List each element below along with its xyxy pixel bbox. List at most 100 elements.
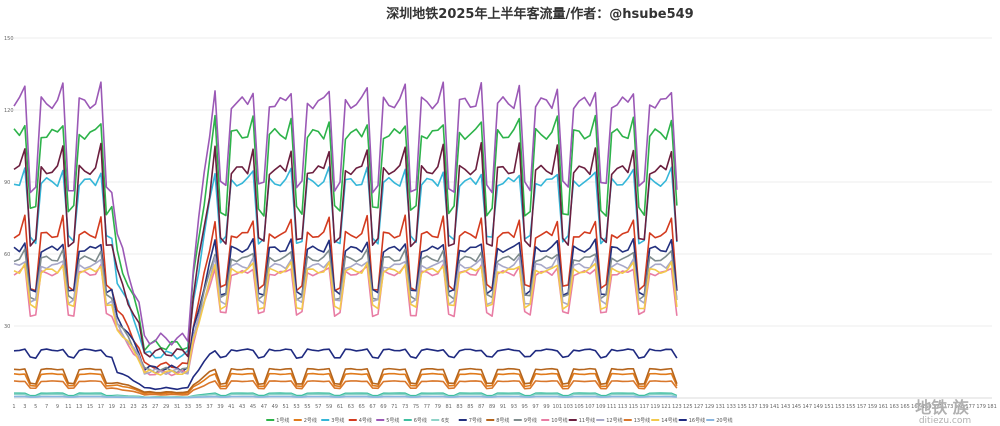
x-tick-label: 135 bbox=[737, 404, 747, 410]
x-tick-label: 107 bbox=[585, 404, 595, 410]
series-line-16 bbox=[13, 348, 678, 391]
x-tick-label: 129 bbox=[705, 404, 715, 410]
x-tick-label: 3 bbox=[23, 404, 26, 410]
x-tick-label: 51 bbox=[282, 404, 288, 410]
x-tick-label: 27 bbox=[152, 404, 158, 410]
x-tick-label: 63 bbox=[348, 404, 354, 410]
x-tick-label: 67 bbox=[369, 404, 375, 410]
x-tick-label: 181 bbox=[987, 404, 997, 410]
series-line-1 bbox=[13, 114, 678, 352]
x-tick-label: 17 bbox=[98, 404, 104, 410]
x-tick-label: 15 bbox=[87, 404, 93, 410]
x-tick-label: 61 bbox=[337, 404, 343, 410]
x-tick-label: 59 bbox=[326, 404, 332, 410]
legend-label: 2号线 bbox=[304, 417, 317, 424]
legend-label: 8号线 bbox=[496, 417, 509, 424]
x-tick-label: 165 bbox=[900, 404, 910, 410]
x-tick-label: 21 bbox=[119, 404, 125, 410]
legend-label: 20号线 bbox=[716, 417, 732, 424]
x-tick-label: 79 bbox=[435, 404, 441, 410]
x-tick-label: 153 bbox=[835, 404, 845, 410]
x-tick-label: 119 bbox=[650, 404, 660, 410]
y-tick-label: 90 bbox=[4, 180, 10, 186]
series-line-14 bbox=[13, 380, 678, 396]
x-tick-label: 179 bbox=[976, 404, 986, 410]
series-line-12 bbox=[13, 141, 678, 358]
x-tick-label: 43 bbox=[239, 404, 245, 410]
x-tick-label: 131 bbox=[716, 404, 726, 410]
x-tick-label: 175 bbox=[955, 404, 965, 410]
y-axis-ticks: 30 60 90 120 150 bbox=[4, 36, 14, 330]
x-tick-label: 9 bbox=[56, 404, 59, 410]
x-tick-label: 125 bbox=[683, 404, 693, 410]
x-tick-label: 35 bbox=[196, 404, 202, 410]
y-tick-label: 150 bbox=[4, 36, 14, 42]
legend-label: 16号线 bbox=[689, 417, 705, 424]
legend-label: 1号线 bbox=[276, 417, 289, 424]
x-tick-label: 177 bbox=[965, 404, 975, 410]
x-tick-label: 167 bbox=[911, 404, 921, 410]
x-tick-label: 89 bbox=[489, 404, 495, 410]
x-tick-label: 47 bbox=[261, 404, 267, 410]
x-tick-label: 159 bbox=[868, 404, 878, 410]
series-line-2 bbox=[13, 372, 678, 395]
x-tick-label: 75 bbox=[413, 404, 419, 410]
y-tick-label: 30 bbox=[4, 324, 10, 330]
x-tick-label: 55 bbox=[304, 404, 310, 410]
x-tick-label: 139 bbox=[759, 404, 769, 410]
x-tick-label: 87 bbox=[478, 404, 484, 410]
x-tick-label: 31 bbox=[174, 404, 180, 410]
x-tick-label: 111 bbox=[607, 404, 617, 410]
x-tick-label: 91 bbox=[500, 404, 506, 410]
chart-title: 深圳地铁2025年上半年客流量/作者：@hsube549 bbox=[386, 6, 693, 22]
x-tick-label: 41 bbox=[228, 404, 234, 410]
series-line-3 bbox=[13, 166, 678, 360]
x-tick-label: 121 bbox=[661, 404, 671, 410]
x-tick-label: 65 bbox=[359, 404, 365, 410]
x-tick-label: 99 bbox=[543, 404, 549, 410]
x-tick-label: 173 bbox=[944, 404, 954, 410]
legend-label: 12号线 bbox=[606, 417, 622, 424]
watermark-site-text: ditiezu.com bbox=[919, 416, 971, 426]
series-line-15 bbox=[13, 261, 678, 376]
x-tick-label: 77 bbox=[424, 404, 430, 410]
x-tick-label: 123 bbox=[672, 404, 682, 410]
legend-label: 13号线 bbox=[634, 417, 650, 424]
x-tick-label: 143 bbox=[781, 404, 791, 410]
legend-label: 6支 bbox=[441, 417, 449, 424]
x-tick-label: 147 bbox=[802, 404, 812, 410]
x-tick-label: 133 bbox=[726, 404, 736, 410]
x-tick-label: 141 bbox=[770, 404, 780, 410]
x-tick-label: 109 bbox=[596, 404, 606, 410]
x-tick-label: 1 bbox=[12, 404, 15, 410]
x-tick-label: 23 bbox=[130, 404, 136, 410]
x-tick-label: 113 bbox=[618, 404, 628, 410]
x-tick-label: 155 bbox=[846, 404, 856, 410]
legend-label: 10号线 bbox=[551, 417, 567, 424]
x-tick-label: 163 bbox=[889, 404, 899, 410]
x-tick-label: 19 bbox=[109, 404, 115, 410]
x-tick-label: 145 bbox=[792, 404, 802, 410]
legend: 1号线 2号线 3号线 4号线 5号线 6号线 6支 7号线 8号线 9号线 10号线 11号线 12号… bbox=[266, 417, 733, 424]
x-tick-label: 95 bbox=[522, 404, 528, 410]
x-tick-label: 151 bbox=[824, 404, 834, 410]
x-tick-label: 25 bbox=[141, 404, 147, 410]
legend-label: 4号线 bbox=[359, 417, 372, 424]
legend-label: 14号线 bbox=[661, 417, 677, 424]
series-line-10 bbox=[13, 248, 678, 374]
x-tick-label: 115 bbox=[629, 404, 639, 410]
x-tick-label: 127 bbox=[694, 404, 704, 410]
x-axis-ticks: 1 3 5 7 9 11 13 15 17 19 21 23 25 27 29 31 33 35 37 39 41 43 4… bbox=[12, 404, 996, 410]
x-tick-label: 157 bbox=[857, 404, 867, 410]
x-tick-label: 49 bbox=[272, 404, 278, 410]
x-tick-label: 103 bbox=[563, 404, 573, 410]
legend-label: 5号线 bbox=[386, 417, 399, 424]
watermark: 地铁 族 ditiezu.com bbox=[915, 398, 971, 426]
series-line-9 bbox=[13, 367, 678, 394]
legend-label: 7号线 bbox=[469, 417, 482, 424]
series-lines bbox=[13, 81, 678, 399]
x-tick-label: 83 bbox=[456, 404, 462, 410]
series-line-17 bbox=[13, 395, 677, 399]
legend-label: 11号线 bbox=[579, 417, 595, 424]
